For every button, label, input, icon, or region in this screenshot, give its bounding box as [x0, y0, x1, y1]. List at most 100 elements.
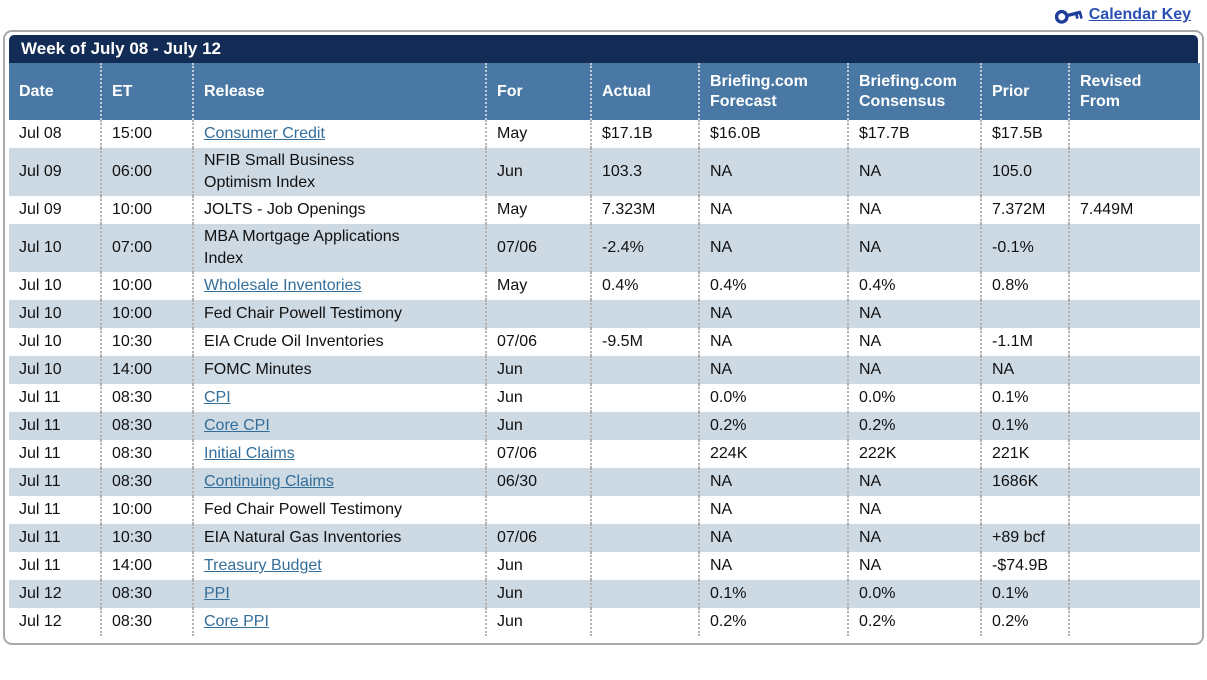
cell-consensus: NA — [847, 496, 981, 524]
actual-text: 0.4% — [602, 277, 639, 294]
cell-prior: 0.1% — [980, 412, 1069, 440]
consensus-text: NA — [859, 529, 882, 546]
release-link[interactable]: Treasury Budget — [204, 557, 322, 574]
cell-for: 07/06 — [485, 224, 591, 272]
cell-forecast: 0.1% — [698, 580, 848, 608]
cell-consensus: 0.0% — [847, 580, 981, 608]
cell-consensus: NA — [847, 196, 981, 224]
date-text: Jul 12 — [19, 613, 62, 630]
prior-text: 0.1% — [992, 585, 1029, 602]
for-text: Jun — [497, 361, 523, 378]
prior-text: -1.1M — [992, 333, 1033, 350]
date-text: Jul 09 — [19, 163, 62, 180]
cell-et: 10:00 — [100, 300, 193, 328]
consensus-text: NA — [859, 333, 882, 350]
table-row: Jul 11 10:00 Fed Chair Powell Testimony NA N… — [9, 496, 1200, 524]
cell-prior — [980, 496, 1069, 524]
cell-for: Jun — [485, 412, 591, 440]
cell-date: Jul 10 — [9, 272, 101, 300]
cell-revised — [1068, 496, 1200, 524]
cell-for: Jun — [485, 384, 591, 412]
cell-forecast: NA — [698, 468, 848, 496]
date-text: Jul 10 — [19, 305, 62, 322]
prior-text: $17.5B — [992, 125, 1043, 142]
date-text: Jul 11 — [19, 501, 61, 518]
table-row: Jul 11 08:30 CPI Jun 0.0% 0.0% 0.1% — [9, 384, 1200, 412]
cell-consensus: NA — [847, 356, 981, 384]
cell-et: 08:30 — [100, 412, 193, 440]
consensus-text: NA — [859, 557, 882, 574]
et-text: 08:30 — [112, 445, 153, 462]
cell-actual — [590, 300, 699, 328]
release-link[interactable]: Core CPI — [204, 417, 270, 434]
date-text: Jul 10 — [19, 277, 62, 294]
cell-et: 08:30 — [100, 580, 193, 608]
cell-for: 06/30 — [485, 468, 591, 496]
prior-text: 0.1% — [992, 417, 1029, 434]
release-link[interactable]: Wholesale Inventories — [204, 277, 362, 294]
cell-et: 10:30 — [100, 524, 193, 552]
et-text: 15:00 — [112, 125, 153, 142]
prior-text: 221K — [992, 445, 1030, 462]
calendar-key-row: Calendar Key — [0, 0, 1207, 26]
cell-forecast: NA — [698, 300, 848, 328]
cell-release: EIA Natural Gas Inventories — [192, 524, 486, 552]
cell-revised — [1068, 328, 1200, 356]
cell-for: Jun — [485, 580, 591, 608]
cell-prior: -1.1M — [980, 328, 1069, 356]
col-header-label: Actual — [602, 82, 651, 100]
date-text: Jul 11 — [19, 389, 61, 406]
release-link[interactable]: Core PPI — [204, 613, 269, 630]
release-link[interactable]: CPI — [204, 389, 231, 406]
cell-revised — [1068, 524, 1200, 552]
col-header-actual: Actual — [590, 63, 699, 120]
cell-date: Jul 10 — [9, 356, 101, 384]
for-text: May — [497, 125, 528, 142]
cell-consensus: 0.2% — [847, 412, 981, 440]
cell-revised — [1068, 580, 1200, 608]
calendar-key-link[interactable]: Calendar Key — [1054, 6, 1191, 24]
cell-actual — [590, 608, 699, 636]
cell-release: Continuing Claims — [192, 468, 486, 496]
cell-et: 14:00 — [100, 356, 193, 384]
release-link[interactable]: Initial Claims — [204, 445, 295, 462]
cell-prior: 221K — [980, 440, 1069, 468]
cell-date: Jul 09 — [9, 148, 101, 196]
cell-release: Initial Claims — [192, 440, 486, 468]
cell-date: Jul 11 — [9, 440, 101, 468]
cell-revised — [1068, 148, 1200, 196]
for-text: Jun — [497, 163, 523, 180]
et-text: 08:30 — [112, 613, 153, 630]
prior-text: 0.2% — [992, 613, 1029, 630]
cell-prior: 0.2% — [980, 608, 1069, 636]
forecast-text: 0.4% — [710, 277, 747, 294]
cell-for: 07/06 — [485, 328, 591, 356]
consensus-text: 0.0% — [859, 585, 896, 602]
col-header-label: Revised From — [1080, 72, 1142, 110]
cell-date: Jul 10 — [9, 300, 101, 328]
release-link[interactable]: Continuing Claims — [204, 473, 334, 490]
release-text: EIA Natural Gas Inventories — [204, 529, 402, 546]
forecast-text: NA — [710, 201, 733, 218]
cell-et: 10:00 — [100, 496, 193, 524]
cell-forecast: 0.4% — [698, 272, 848, 300]
cell-revised — [1068, 356, 1200, 384]
cell-et: 08:30 — [100, 608, 193, 636]
release-link[interactable]: Consumer Credit — [204, 125, 325, 142]
cell-actual: 103.3 — [590, 148, 699, 196]
consensus-text: 0.0% — [859, 389, 896, 406]
cell-consensus: 0.4% — [847, 272, 981, 300]
consensus-text: NA — [859, 361, 882, 378]
forecast-text: NA — [710, 557, 733, 574]
cell-for: May — [485, 196, 591, 224]
table-row: Jul 10 14:00 FOMC Minutes Jun NA NA NA — [9, 356, 1200, 384]
date-text: Jul 11 — [19, 529, 61, 546]
release-link[interactable]: PPI — [204, 585, 230, 602]
cell-forecast: NA — [698, 224, 848, 272]
et-text: 07:00 — [112, 239, 153, 256]
cell-et: 08:30 — [100, 468, 193, 496]
cell-forecast: NA — [698, 148, 848, 196]
cell-et: 10:00 — [100, 196, 193, 224]
cell-et: 08:30 — [100, 440, 193, 468]
